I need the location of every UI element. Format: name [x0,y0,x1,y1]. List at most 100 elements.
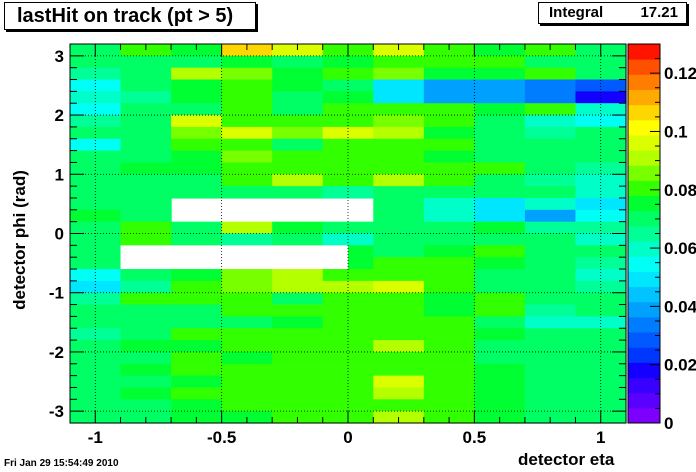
heatmap-cell [423,280,475,294]
heatmap-cell [373,67,425,81]
palette-band [628,165,660,181]
heatmap-cell [120,304,172,318]
heatmap-cell [70,340,122,353]
heatmap-cell [423,209,475,223]
palette-band [628,256,660,272]
heatmap-cell [272,304,324,318]
heatmap-cell [221,162,273,175]
heatmap-cell [524,292,577,306]
heatmap-cell [120,292,172,306]
heatmap-cell [272,79,324,92]
heatmap-cell [120,280,172,294]
palette-band [628,180,660,197]
heatmap-cell [322,316,374,329]
heatmap-cell [373,316,425,329]
heatmap-cell [575,387,627,400]
heatmap-cell [373,103,425,116]
heatmap-cell [373,162,425,175]
heatmap-cell [524,186,577,199]
heatmap-cell [70,209,122,223]
heatmap-cell [120,316,172,329]
heatmap-cell [474,209,526,223]
heatmap-cell [575,351,627,365]
empty-bin-region [120,245,348,270]
heatmap-cell [524,351,577,365]
heatmap-cell [221,340,273,353]
heatmap-cell [373,115,425,128]
palette-band [628,44,660,60]
heatmap-cell [474,245,526,258]
heatmap-cell [474,340,526,353]
heatmap-cell [70,292,122,306]
y-axis: -3 -2 -1 0 1 2 3 [49,43,626,424]
heatmap-cell [373,174,425,187]
heatmap-cell [373,245,425,258]
heatmap-cell [221,138,273,152]
heatmap-cell [120,55,172,69]
heatmap-cell [524,233,577,246]
heatmap-cell [524,79,577,92]
heatmap-cell [272,340,324,353]
heatmap-cell [423,162,475,175]
heatmap-cell [322,186,374,199]
heatmap-cell [524,316,577,329]
heatmap-cell [474,221,526,235]
heatmap-cell [575,103,627,116]
heatmap-cell [524,44,577,57]
heatmap-cell [373,79,425,92]
chart-title: lastHit on track (pt > 5) [4,2,256,30]
heatmap-cell [171,55,223,69]
heatmap-cell [70,162,122,175]
heatmap-cell [373,340,425,353]
heatmap-cell [524,340,577,353]
heatmap-cell [373,363,425,377]
heatmap-cell [423,292,475,306]
palette-band [628,301,660,318]
heatmap-cell [171,186,223,199]
heatmap-cell [474,316,526,329]
z-tick-label: 0 [664,414,673,433]
heatmap-cell [575,126,627,140]
heatmap-cell [120,221,172,235]
z-tick-label: 0.04 [664,297,696,316]
heatmap-cell [272,162,324,175]
heatmap-cell [221,292,273,306]
heatmap-cell [171,67,223,81]
heatmap-cell [120,44,172,57]
heatmap-cell [221,44,273,57]
heatmap-cell [221,126,273,140]
heatmap-cell [272,44,324,57]
heatmap-cell [221,233,273,246]
heatmap-cell [524,138,577,152]
heatmap-cell [524,387,577,400]
heatmap-cell [221,269,273,282]
y-tick-label: -2 [49,343,64,362]
heatmap-cell [373,44,425,57]
heatmap-cell [373,197,425,211]
heatmap-cell [322,399,374,412]
palette-band [628,362,660,379]
x-tick-label: 0 [343,428,352,447]
heatmap-cell [423,399,475,412]
heatmap-cell [474,304,526,318]
heatmap-cell [272,351,324,365]
heatmap-cell [524,304,577,318]
heatmap-cell [524,162,577,175]
heatmap-cell [373,375,425,389]
heatmap-cells [70,44,627,424]
heatmap-cell [272,174,324,187]
heatmap-cell [70,186,122,199]
heatmap-cell [373,55,425,69]
heatmap-cell [322,351,374,365]
heatmap-cell [524,197,577,211]
heatmap-cell [70,387,122,400]
heatmap-cell [171,221,223,235]
heatmap-cell [575,304,627,318]
heatmap-cell [70,150,122,164]
heatmap-cell [373,221,425,235]
heatmap-cell [423,387,475,400]
heatmap-cell [221,115,273,128]
heatmap-cell [474,387,526,400]
heatmap-cell [474,162,526,175]
heatmap-cell [120,174,172,187]
